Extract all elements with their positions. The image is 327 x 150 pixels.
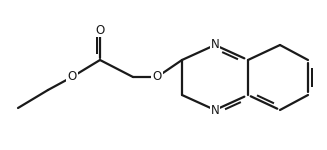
Text: N: N [211, 39, 219, 51]
Text: O: O [95, 24, 105, 36]
Text: O: O [67, 70, 77, 84]
Text: O: O [152, 70, 162, 84]
Text: N: N [211, 103, 219, 117]
